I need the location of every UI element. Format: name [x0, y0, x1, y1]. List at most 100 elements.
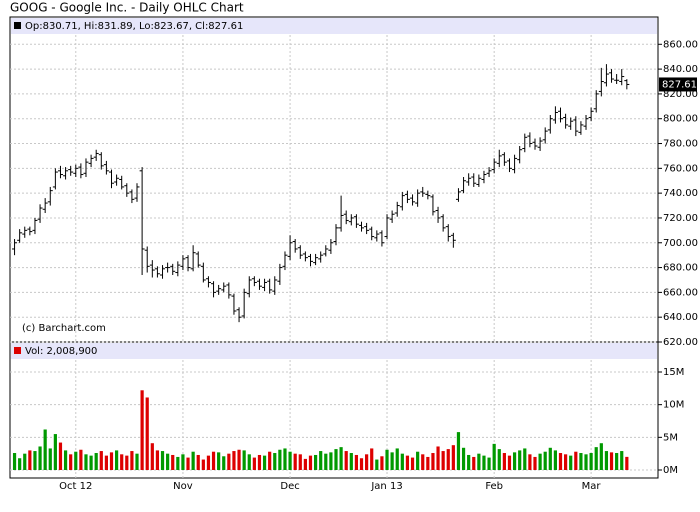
y-tick-label: 700.00	[663, 238, 698, 249]
volume-bar	[615, 453, 619, 470]
volume-bar	[492, 443, 496, 470]
volume-bar	[538, 453, 542, 470]
volume-bar	[114, 450, 119, 470]
volume-bar	[349, 453, 353, 470]
price-icon	[14, 22, 21, 29]
volume-bar	[446, 449, 450, 470]
last-price-label: 827.61	[662, 79, 697, 90]
volume-bar	[507, 455, 512, 470]
volume-bar	[201, 459, 205, 470]
volume-bar	[431, 453, 435, 470]
volume-bar	[380, 456, 384, 470]
volume-bar	[599, 443, 603, 470]
volume-bar	[375, 459, 379, 470]
volume-bar	[211, 451, 216, 470]
volume-bar	[405, 455, 410, 470]
volume-bar	[467, 454, 471, 470]
volume-bar	[461, 447, 466, 470]
volume-bar	[191, 451, 195, 470]
y-tick-label: 620.00	[663, 337, 698, 348]
volume-bar	[339, 447, 343, 470]
price-header	[11, 18, 657, 34]
volume-label: Vol: 2,008,900	[25, 346, 97, 357]
volume-bar	[472, 456, 476, 470]
volume-bar	[584, 454, 588, 470]
volume-bar	[28, 450, 32, 470]
volume-bar	[303, 458, 307, 470]
volume-bar	[145, 397, 149, 470]
volume-bar	[79, 449, 83, 470]
volume-bar	[497, 449, 501, 470]
volume-bar	[242, 450, 246, 470]
volume-bar	[564, 454, 568, 470]
y-tick-label: 720.00	[663, 213, 698, 224]
volume-bar	[528, 454, 532, 470]
volume-bar	[278, 449, 282, 470]
volume-bar	[18, 458, 22, 470]
volume-bar	[227, 453, 231, 470]
volume-bar	[543, 451, 547, 470]
volume-bar	[477, 453, 481, 470]
volume-bar	[109, 452, 114, 470]
volume-bar	[359, 458, 364, 470]
volume-bar	[293, 453, 297, 470]
volume-bar	[416, 451, 420, 470]
volume-bar	[512, 452, 517, 470]
volume-bar	[487, 457, 491, 470]
volume-bar	[150, 443, 154, 470]
volume-bar	[421, 454, 425, 470]
volume-bar	[33, 451, 37, 470]
volume-bar	[436, 446, 440, 470]
volume-bar	[58, 442, 63, 470]
volume-bar	[334, 449, 338, 470]
volume-bar	[329, 452, 333, 470]
volume-bar	[400, 453, 404, 470]
volume-bar	[313, 454, 318, 470]
volume-bar	[502, 453, 506, 470]
volume-bar	[104, 455, 108, 470]
volume-bar	[217, 452, 221, 470]
volume-bar	[84, 454, 88, 470]
y-tick-label: 680.00	[663, 263, 698, 274]
y-tick-label: 780.00	[663, 139, 698, 150]
volume-bar	[533, 456, 537, 470]
volume-bar	[38, 446, 42, 470]
volume-bar	[308, 455, 313, 470]
volume-bar	[273, 453, 277, 470]
volume-header	[11, 343, 657, 359]
volume-bar	[518, 450, 522, 470]
volume-bar	[74, 451, 78, 470]
volume-bar	[176, 456, 180, 470]
volume-bar	[283, 448, 287, 470]
ohlc-header: Op:830.71, Hi:831.89, Lo:823.67, Cl:827.…	[25, 21, 243, 32]
volume-bar	[171, 454, 175, 470]
volume-bar	[63, 450, 68, 470]
y-tick-label: 740.00	[663, 188, 698, 199]
y-tick-label: 760.00	[663, 163, 698, 174]
volume-bar	[574, 451, 578, 470]
volume-bar	[232, 451, 236, 470]
volume-bar	[160, 451, 165, 470]
volume-bar	[257, 454, 262, 470]
y-tick-label: 15M	[663, 367, 684, 378]
volume-bar	[43, 429, 47, 470]
y-tick-label: 5M	[663, 432, 678, 443]
volume-bar	[135, 453, 139, 470]
volume-bar	[482, 455, 486, 470]
volume-bar	[181, 454, 185, 470]
volume-bar	[125, 455, 129, 470]
volume-bar	[344, 451, 348, 470]
volume-bar	[53, 434, 57, 470]
volume-bar	[262, 455, 267, 470]
volume-bar	[324, 453, 328, 470]
volume-bar	[319, 451, 323, 470]
volume-bar	[23, 453, 27, 470]
volume-bar	[288, 451, 292, 470]
volume-bar	[410, 457, 415, 470]
volume-icon	[14, 347, 21, 354]
y-tick-label: 10M	[663, 400, 684, 411]
volume-bar	[12, 453, 17, 470]
volume-bar	[155, 450, 160, 470]
y-tick-label: 840.00	[663, 64, 698, 75]
